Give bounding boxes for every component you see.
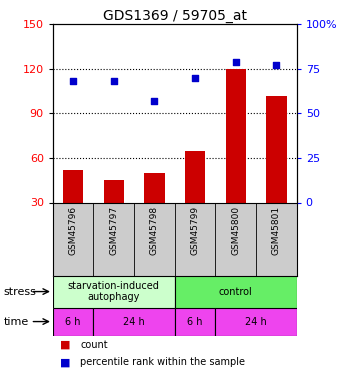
Bar <box>93 308 175 336</box>
Bar <box>185 150 205 202</box>
Point <box>111 78 117 84</box>
Point <box>71 78 76 84</box>
Point <box>152 98 157 104</box>
Text: count: count <box>80 339 108 350</box>
Title: GDS1369 / 59705_at: GDS1369 / 59705_at <box>103 9 247 23</box>
Bar <box>53 308 93 336</box>
Text: starvation-induced
autophagy: starvation-induced autophagy <box>68 281 160 302</box>
Point <box>233 59 238 65</box>
Text: 24 h: 24 h <box>123 316 145 327</box>
Point <box>192 75 198 81</box>
Bar <box>216 308 297 336</box>
Text: percentile rank within the sample: percentile rank within the sample <box>80 357 245 368</box>
Text: GSM45796: GSM45796 <box>69 206 78 255</box>
Text: time: time <box>3 316 29 327</box>
Bar <box>53 276 175 308</box>
Text: 6 h: 6 h <box>65 316 81 327</box>
Text: GSM45801: GSM45801 <box>272 206 281 255</box>
Bar <box>175 308 216 336</box>
Bar <box>144 173 165 202</box>
Text: 6 h: 6 h <box>187 316 203 327</box>
Bar <box>175 276 297 308</box>
Text: stress: stress <box>3 286 36 297</box>
Text: GSM45799: GSM45799 <box>191 206 199 255</box>
Text: ■: ■ <box>60 357 70 368</box>
Bar <box>63 170 83 202</box>
Text: GSM45798: GSM45798 <box>150 206 159 255</box>
Point <box>273 62 279 68</box>
Text: 24 h: 24 h <box>245 316 267 327</box>
Text: GSM45797: GSM45797 <box>109 206 118 255</box>
Bar <box>266 96 286 202</box>
Bar <box>225 69 246 203</box>
Text: control: control <box>219 286 253 297</box>
Text: GSM45800: GSM45800 <box>231 206 240 255</box>
Bar <box>104 180 124 203</box>
Text: ■: ■ <box>60 339 70 350</box>
